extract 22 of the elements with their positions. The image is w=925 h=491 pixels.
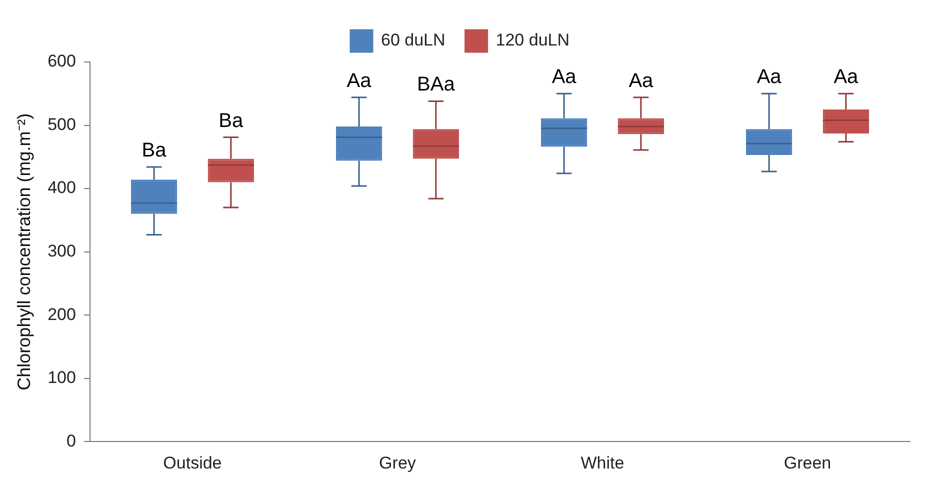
legend-label: 60 duLN: [381, 30, 446, 50]
y-axis-title: Chlorophyll concentration (mg.m⁻²): [14, 113, 34, 390]
x-tick-label: Green: [784, 453, 832, 472]
annotation: Aa: [552, 66, 578, 88]
annotation: BAa: [417, 74, 456, 96]
y-tick-label: 0: [66, 431, 76, 450]
x-tick-label: Outside: [163, 453, 222, 472]
annotation: Aa: [628, 70, 654, 92]
y-tick-label: 600: [48, 52, 76, 71]
y-tick-label: 500: [48, 114, 76, 134]
annotation: Aa: [756, 66, 782, 88]
y-tick-label: 300: [48, 241, 76, 260]
legend-label: 120 duLN: [496, 30, 570, 50]
annotation: Aa: [834, 66, 860, 88]
annotation: Ba: [142, 140, 168, 162]
y-tick-label: 400: [48, 178, 76, 198]
x-tick-label: White: [580, 453, 624, 472]
annotation: Ba: [218, 110, 244, 132]
x-tick-label: Grey: [379, 453, 416, 472]
y-tick-label: 100: [48, 368, 76, 388]
annotation: Aa: [346, 70, 372, 92]
y-tick-label: 200: [48, 304, 76, 324]
